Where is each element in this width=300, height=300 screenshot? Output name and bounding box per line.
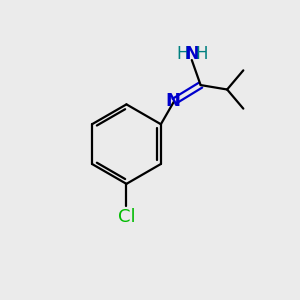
Text: N: N — [185, 45, 200, 63]
Text: H: H — [176, 45, 189, 63]
Text: N: N — [165, 92, 180, 110]
Text: H: H — [196, 45, 208, 63]
Text: Cl: Cl — [118, 208, 135, 226]
